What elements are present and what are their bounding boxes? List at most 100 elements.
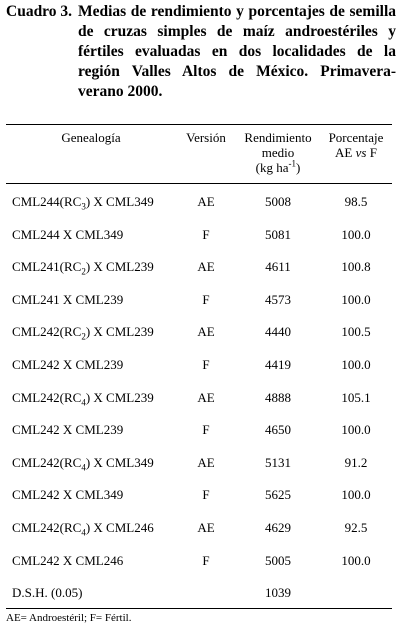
cell-porcentaje: 92.5 <box>344 520 368 535</box>
header-rule <box>6 183 392 184</box>
cell-genealogia: CML242 X CML239 <box>12 355 182 375</box>
cell-porcentaje: 100.0 <box>341 487 371 503</box>
porc-f: F <box>366 145 377 160</box>
table-row: CML242 X CML246 F 5005 100.0 <box>6 551 392 571</box>
table-caption: Cuadro 3. Medias de rendimiento y porcen… <box>6 2 396 102</box>
porc-vs: vs <box>355 145 367 160</box>
cell-rendimiento: 4629 <box>265 520 291 535</box>
bottom-rule <box>6 608 392 609</box>
cell-version: AE <box>197 389 215 405</box>
unit-post: ) <box>296 160 301 175</box>
footnote: AE= Androestéril; F= Fértil. <box>6 612 132 624</box>
cell-porcentaje: 100.0 <box>341 422 371 438</box>
cell-porcentaje: 100.0 <box>341 552 371 568</box>
porc-ae: AE <box>335 145 356 160</box>
table-row: CML242 X CML239 F 4419 100.0 <box>6 355 392 375</box>
cell-genealogia: CML242(RC4) X CML239 <box>12 388 182 408</box>
cell-version: F <box>202 226 210 242</box>
genealogia-subscript: 3 <box>81 201 86 212</box>
header-rendimiento: Rendimiento medio (kg ha-1) <box>236 130 320 175</box>
cell-genealogia: D.S.H. (0.05) <box>12 583 182 603</box>
cell-genealogia: CML242 X CML349 <box>12 485 182 505</box>
genealogia-subscript: 4 <box>81 462 86 473</box>
genealogia-subscript: 4 <box>81 397 86 408</box>
table-row: CML242 X CML239 F 4650 100.0 <box>6 420 392 440</box>
cell-porcentaje: 98.5 <box>344 194 368 209</box>
cell-porcentaje: 105.1 <box>341 389 371 405</box>
cell-genealogia: CML242(RC4) X CML349 <box>12 453 182 473</box>
cell-genealogia: CML242(RC4) X CML246 <box>12 518 182 538</box>
cell-version: F <box>202 357 210 372</box>
table-row: D.S.H. (0.05) 1039 <box>6 583 392 603</box>
genealogia-part-a: CML242 X CML239 <box>12 357 124 372</box>
genealogia-part-a: CML242 X CML349 <box>12 487 124 503</box>
cell-porcentaje: 100.8 <box>341 259 371 275</box>
header-porcentaje: Porcentaje AE vs F <box>320 130 392 160</box>
caption-text: Medias de rendimiento y porcentajes de s… <box>78 3 396 100</box>
cell-version: F <box>202 552 210 568</box>
cell-rendimiento: 5081 <box>265 226 291 242</box>
genealogia-subscript: 4 <box>81 527 86 538</box>
cell-version: AE <box>197 454 215 470</box>
genealogia-part-a: CML242 X CML239 <box>12 422 124 438</box>
cell-rendimiento: 4419 <box>265 357 291 372</box>
genealogia-part-a: CML241(RC <box>12 259 82 275</box>
header-porcentaje-line2: AE vs F <box>320 145 392 160</box>
cell-porcentaje: 100.0 <box>341 226 371 242</box>
cell-rendimiento: 4440 <box>265 324 291 340</box>
header-version-label: Versión <box>186 130 226 145</box>
cell-porcentaje: 100.5 <box>341 324 371 340</box>
genealogia-part-b: ) X CML239 <box>85 324 154 340</box>
cell-porcentaje: 100.0 <box>341 291 371 307</box>
cell-genealogia: CML242(RC2) X CML239 <box>12 322 182 342</box>
cell-genealogia: CML241(RC2) X CML239 <box>12 257 182 277</box>
genealogia-part-a: CML244 X CML349 <box>12 226 124 242</box>
table-row: CML241(RC2) X CML239 AE 4611 100.8 <box>6 257 392 277</box>
table-row: CML242(RC4) X CML239 AE 4888 105.1 <box>6 388 392 408</box>
cell-rendimiento: 4611 <box>265 259 291 275</box>
cell-rendimiento: 5005 <box>265 552 291 568</box>
genealogia-part-a: CML242(RC <box>12 389 82 405</box>
cell-rendimiento: 5008 <box>265 194 291 209</box>
header-rendimiento-line1: Rendimiento <box>244 130 312 145</box>
cell-rendimiento: 4573 <box>265 291 291 307</box>
header-version: Versión <box>176 130 236 145</box>
caption-label: Cuadro 3. <box>6 3 73 20</box>
unit-pre: (kg ha <box>255 160 289 175</box>
table-row: CML242(RC4) X CML349 AE 5131 91.2 <box>6 453 392 473</box>
genealogia-part-b: ) X CML239 <box>85 389 154 405</box>
cell-rendimiento: 5625 <box>265 487 291 503</box>
cell-rendimiento: 4650 <box>265 422 291 438</box>
table-row: CML244(RC3) X CML349 AE 5008 98.5 <box>6 192 392 212</box>
cell-genealogia: CML241 X CML239 <box>12 290 182 310</box>
table-row: CML241 X CML239 F 4573 100.0 <box>6 290 392 310</box>
header-genealogia: Genealogía <box>6 130 176 145</box>
genealogia-subscript: 2 <box>81 331 86 342</box>
genealogia-part-b: ) X CML246 <box>85 520 154 535</box>
genealogia-subscript: 2 <box>81 266 86 277</box>
unit-sup: -1 <box>288 158 297 169</box>
table-row: CML242(RC2) X CML239 AE 4440 100.5 <box>6 322 392 342</box>
genealogia-part-b: ) X CML349 <box>85 454 154 470</box>
genealogia-part-a: CML242(RC <box>12 454 82 470</box>
genealogia-part-b: ) X CML239 <box>85 259 154 275</box>
cell-version: AE <box>197 520 215 535</box>
cell-porcentaje: 100.0 <box>341 357 371 372</box>
header-rendimiento-unit: (kg ha-1) <box>236 158 320 175</box>
cell-version: F <box>202 487 210 503</box>
genealogia-part-a: CML242 X CML246 <box>12 552 124 568</box>
cell-rendimiento: 5131 <box>265 454 291 470</box>
cell-rendimiento: 4888 <box>265 389 291 405</box>
top-rule <box>6 124 392 125</box>
table-row: CML244 X CML349 F 5081 100.0 <box>6 225 392 245</box>
cell-version: AE <box>197 259 215 275</box>
cell-version: AE <box>197 324 215 340</box>
header-genealogia-label: Genealogía <box>61 130 121 145</box>
table-row: CML242 X CML349 F 5625 100.0 <box>6 485 392 505</box>
cell-rendimiento: 1039 <box>265 585 291 601</box>
genealogia-part-a: CML242(RC <box>12 520 82 535</box>
cell-version: F <box>202 422 210 438</box>
cell-porcentaje: 91.2 <box>344 454 368 470</box>
genealogia-part-a: D.S.H. (0.05) <box>12 585 83 601</box>
cell-version: AE <box>197 194 215 209</box>
